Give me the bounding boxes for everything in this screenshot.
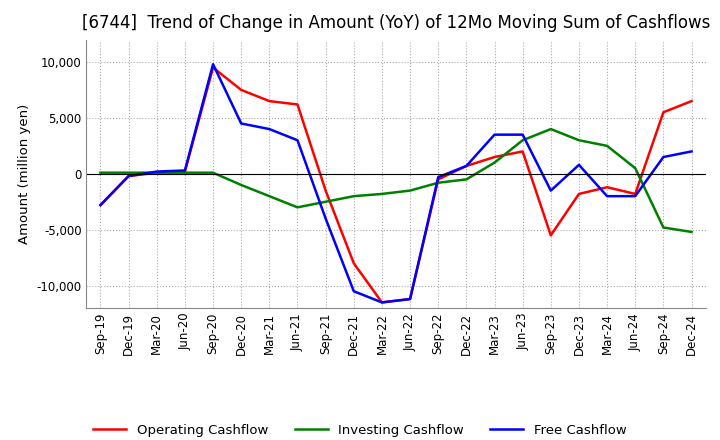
Investing Cashflow bbox=[181, 170, 189, 175]
Line: Operating Cashflow: Operating Cashflow bbox=[101, 68, 691, 302]
Free Cashflow bbox=[603, 194, 611, 199]
Free Cashflow bbox=[125, 173, 133, 179]
Investing Cashflow bbox=[96, 170, 105, 175]
Investing Cashflow bbox=[237, 182, 246, 187]
Operating Cashflow bbox=[518, 149, 527, 154]
Free Cashflow bbox=[321, 216, 330, 221]
Free Cashflow bbox=[659, 154, 667, 160]
Free Cashflow bbox=[96, 202, 105, 208]
Free Cashflow bbox=[490, 132, 499, 137]
Free Cashflow bbox=[546, 188, 555, 193]
Operating Cashflow bbox=[293, 102, 302, 107]
Free Cashflow bbox=[265, 126, 274, 132]
Operating Cashflow bbox=[490, 154, 499, 160]
Y-axis label: Amount (million yen): Amount (million yen) bbox=[18, 104, 31, 244]
Investing Cashflow bbox=[490, 160, 499, 165]
Line: Investing Cashflow: Investing Cashflow bbox=[101, 129, 691, 232]
Investing Cashflow bbox=[153, 170, 161, 175]
Operating Cashflow bbox=[349, 260, 358, 266]
Free Cashflow bbox=[349, 289, 358, 294]
Free Cashflow bbox=[293, 138, 302, 143]
Investing Cashflow bbox=[575, 138, 583, 143]
Operating Cashflow bbox=[125, 173, 133, 179]
Operating Cashflow bbox=[546, 233, 555, 238]
Title: [6744]  Trend of Change in Amount (YoY) of 12Mo Moving Sum of Cashflows: [6744] Trend of Change in Amount (YoY) o… bbox=[82, 15, 710, 33]
Free Cashflow bbox=[209, 62, 217, 67]
Operating Cashflow bbox=[96, 202, 105, 208]
Operating Cashflow bbox=[462, 163, 471, 169]
Operating Cashflow bbox=[181, 169, 189, 174]
Free Cashflow bbox=[631, 194, 639, 199]
Investing Cashflow bbox=[321, 199, 330, 205]
Free Cashflow bbox=[181, 168, 189, 173]
Line: Free Cashflow: Free Cashflow bbox=[101, 64, 691, 302]
Free Cashflow bbox=[434, 175, 443, 180]
Free Cashflow bbox=[687, 149, 696, 154]
Investing Cashflow bbox=[125, 170, 133, 175]
Free Cashflow bbox=[518, 132, 527, 137]
Investing Cashflow bbox=[603, 143, 611, 148]
Operating Cashflow bbox=[209, 65, 217, 70]
Operating Cashflow bbox=[687, 99, 696, 104]
Investing Cashflow bbox=[462, 177, 471, 182]
Operating Cashflow bbox=[237, 87, 246, 92]
Operating Cashflow bbox=[631, 191, 639, 197]
Operating Cashflow bbox=[377, 300, 386, 305]
Free Cashflow bbox=[237, 121, 246, 126]
Investing Cashflow bbox=[631, 165, 639, 171]
Operating Cashflow bbox=[659, 110, 667, 115]
Free Cashflow bbox=[406, 297, 415, 302]
Operating Cashflow bbox=[265, 99, 274, 104]
Free Cashflow bbox=[377, 300, 386, 305]
Investing Cashflow bbox=[209, 170, 217, 175]
Investing Cashflow bbox=[659, 225, 667, 230]
Free Cashflow bbox=[462, 163, 471, 169]
Investing Cashflow bbox=[518, 138, 527, 143]
Free Cashflow bbox=[153, 169, 161, 174]
Operating Cashflow bbox=[575, 191, 583, 197]
Investing Cashflow bbox=[349, 194, 358, 199]
Investing Cashflow bbox=[377, 191, 386, 197]
Investing Cashflow bbox=[265, 194, 274, 199]
Investing Cashflow bbox=[293, 205, 302, 210]
Operating Cashflow bbox=[153, 170, 161, 175]
Legend: Operating Cashflow, Investing Cashflow, Free Cashflow: Operating Cashflow, Investing Cashflow, … bbox=[88, 418, 632, 440]
Investing Cashflow bbox=[406, 188, 415, 193]
Investing Cashflow bbox=[687, 229, 696, 235]
Investing Cashflow bbox=[546, 126, 555, 132]
Operating Cashflow bbox=[434, 177, 443, 182]
Free Cashflow bbox=[575, 162, 583, 168]
Operating Cashflow bbox=[406, 297, 415, 302]
Operating Cashflow bbox=[321, 188, 330, 193]
Operating Cashflow bbox=[603, 185, 611, 190]
Investing Cashflow bbox=[434, 180, 443, 185]
